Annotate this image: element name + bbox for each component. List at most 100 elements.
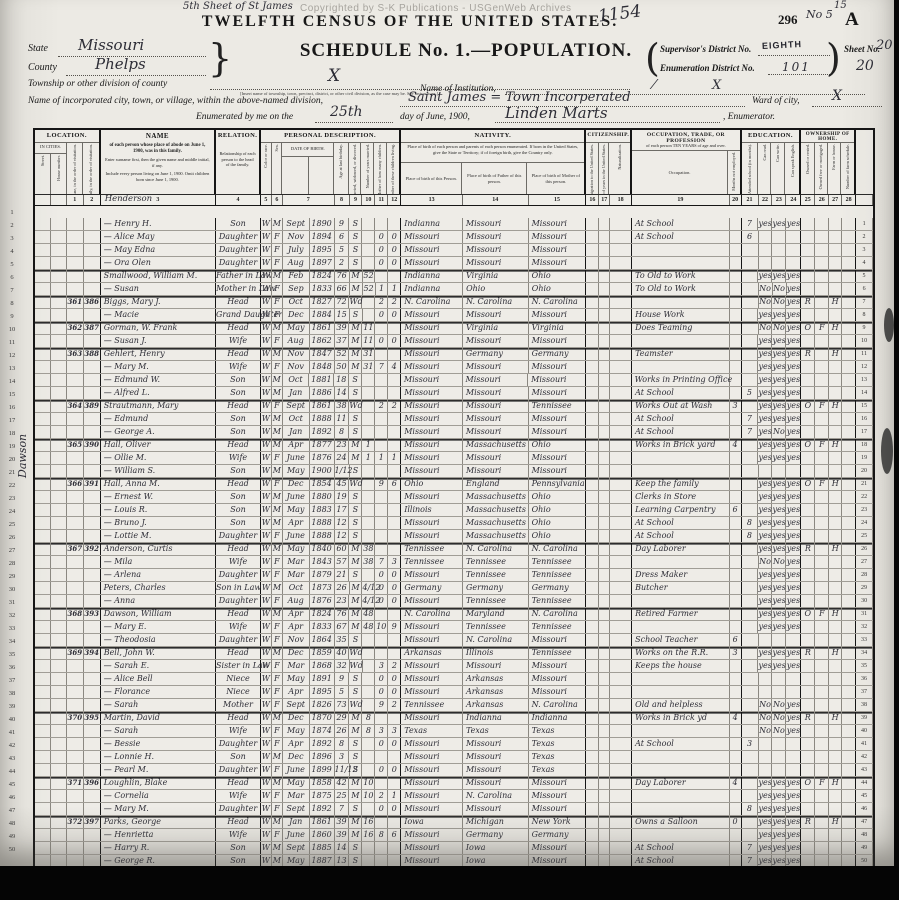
table-cell [815, 530, 830, 542]
table-cell [375, 712, 389, 724]
table-cell [610, 400, 633, 412]
table-cell [362, 218, 376, 230]
table-cell: 36 [856, 673, 873, 685]
table-cell: F [272, 699, 283, 711]
table-row: — Louis R. Son W M May 1883 17 S Illinois Massach… [35, 504, 874, 517]
table-cell [759, 231, 773, 243]
table-cell: yes [772, 452, 787, 464]
table-cell [51, 270, 67, 282]
table-cell: M [272, 842, 283, 854]
table-cell: Ohio [529, 491, 587, 503]
table-cell: No [773, 283, 787, 295]
table-cell: Missouri [401, 309, 463, 321]
table-cell [842, 309, 857, 321]
table-cell: 11 [363, 322, 376, 334]
table-cell [772, 634, 787, 646]
table-cell: Son [216, 465, 261, 477]
column-number: 22 [759, 195, 773, 205]
table-row: 367 392 Anderson, Curtis Head W M May 1840 60 M 38… [35, 543, 874, 556]
table-cell: Missouri [401, 387, 463, 399]
table-cell [801, 244, 816, 256]
table-cell: M [272, 322, 283, 334]
table-cell: M [349, 777, 363, 789]
table-cell [742, 660, 759, 672]
table-cell [599, 634, 611, 646]
table-cell: Missouri [463, 738, 529, 750]
table-cell [67, 283, 84, 295]
table-cell: 1880 [310, 491, 335, 503]
table-cell: W [261, 478, 272, 490]
table-cell: 0 [388, 309, 402, 321]
table-cell [362, 530, 376, 542]
table-cell [35, 426, 51, 438]
table-cell [35, 556, 51, 568]
table-cell [599, 595, 611, 607]
table-cell: 48 [363, 621, 376, 633]
table-cell [35, 283, 51, 295]
table-cell [730, 374, 742, 386]
table-cell: N. Carolina [463, 296, 529, 308]
table-cell: 0 [388, 244, 402, 256]
table-cell: Ohio [529, 504, 587, 516]
table-cell: Head [216, 478, 261, 490]
table-cell: Missouri [401, 413, 463, 425]
color-race-column-label: Color or race. [263, 144, 269, 168]
table-row: — Edmund Son W M Oct 1888 11 S Missouri Missouri M… [35, 413, 874, 426]
township-x-mark: X [328, 66, 341, 86]
table-cell: 25 [335, 790, 350, 802]
table-cell: Missouri [529, 231, 587, 243]
table-cell: Loughlin, Blake [101, 777, 217, 789]
sex-column-label: Sex. [273, 144, 279, 152]
table-cell [51, 465, 67, 477]
table-cell: Iowa [463, 842, 529, 854]
column-number: 9 [350, 195, 363, 205]
table-cell [742, 270, 759, 282]
table-cell: 1861 [310, 400, 335, 412]
table-cell [801, 634, 816, 646]
table-cell: 0 [375, 309, 389, 321]
table-cell: 0 [375, 738, 389, 750]
table-cell: S [349, 244, 363, 256]
table-cell: 1868 [310, 660, 335, 672]
table-cell [842, 829, 857, 841]
table-cell: W [261, 270, 272, 282]
table-cell [586, 426, 600, 438]
table-cell: May [283, 855, 310, 868]
table-cell: W [261, 322, 272, 334]
table-cell [815, 647, 830, 659]
table-cell [815, 634, 830, 646]
table-cell [362, 257, 376, 269]
table-cell: Missouri [401, 517, 463, 529]
table-cell [84, 660, 101, 672]
table-cell: At School [632, 855, 730, 868]
table-cell [742, 309, 759, 321]
table-cell [67, 595, 84, 607]
table-cell: Apr [283, 439, 310, 451]
table-cell: Daughter [216, 244, 261, 256]
table-row: — Macie Grand Daughter W F Dec 1884 15 S 0 0 Misso… [35, 309, 873, 322]
table-cell [84, 530, 101, 542]
table-cell [610, 257, 633, 269]
table-cell [51, 452, 67, 464]
table-cell: S [350, 764, 363, 776]
line-number: 1 [10, 209, 14, 216]
table-cell [84, 582, 101, 594]
table-cell: Missouri [529, 452, 587, 464]
table-cell: 9 [335, 218, 350, 230]
table-cell: Ohio [529, 270, 587, 282]
table-cell: Indianna [463, 712, 529, 724]
table-cell [610, 764, 633, 776]
table-cell [35, 608, 51, 620]
table-cell: S [349, 257, 363, 269]
table-cell: 50 [335, 361, 350, 373]
table-cell [51, 218, 67, 230]
table-cell [842, 530, 857, 542]
table-cell [632, 673, 730, 685]
table-cell: M [272, 270, 283, 282]
table-cell [67, 686, 84, 698]
table-cell: Butcher [632, 582, 730, 594]
education-title: EDUCATION. [748, 132, 793, 139]
table-cell [772, 465, 787, 477]
table-cell [829, 517, 843, 529]
table-cell: yes [786, 387, 802, 399]
